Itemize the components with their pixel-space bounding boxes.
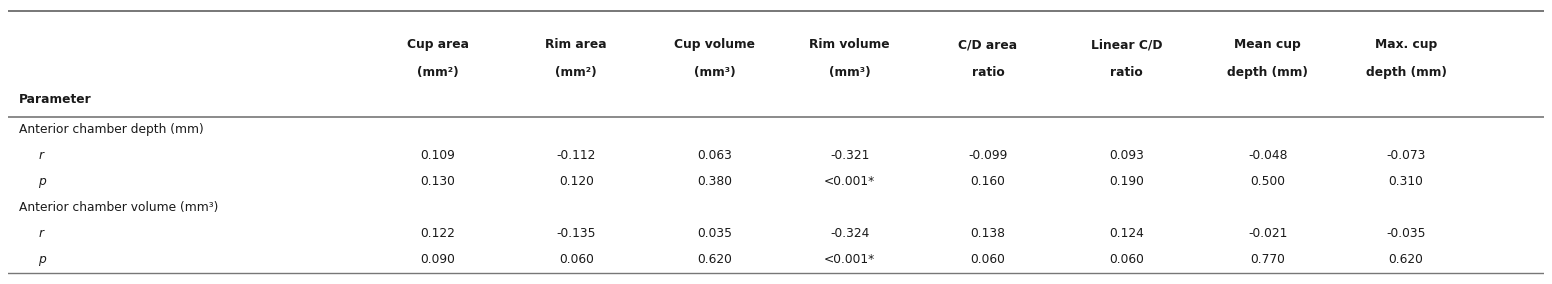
Text: -0.324: -0.324 <box>830 227 869 240</box>
Text: -0.021: -0.021 <box>1248 227 1287 240</box>
Text: C/D area: C/D area <box>959 38 1018 51</box>
Text: 0.620: 0.620 <box>697 253 733 266</box>
Text: (mm²): (mm²) <box>417 66 459 79</box>
Text: 0.190: 0.190 <box>1108 176 1144 188</box>
Text: depth (mm): depth (mm) <box>1366 66 1446 79</box>
Text: 0.124: 0.124 <box>1108 227 1144 240</box>
Text: 0.093: 0.093 <box>1108 149 1144 162</box>
Text: 0.060: 0.060 <box>559 253 594 266</box>
Text: 0.130: 0.130 <box>421 176 455 188</box>
Text: -0.048: -0.048 <box>1248 149 1288 162</box>
Text: Rim area: Rim area <box>545 38 607 51</box>
Text: -0.035: -0.035 <box>1386 227 1426 240</box>
Text: Linear C/D: Linear C/D <box>1091 38 1162 51</box>
Text: <0.001*: <0.001* <box>824 253 875 266</box>
Text: 0.109: 0.109 <box>421 149 455 162</box>
Text: r: r <box>39 227 43 240</box>
Text: -0.099: -0.099 <box>968 149 1007 162</box>
Text: Rim volume: Rim volume <box>810 38 889 51</box>
Text: <0.001*: <0.001* <box>824 176 875 188</box>
Text: 0.770: 0.770 <box>1251 253 1285 266</box>
Text: Anterior chamber depth (mm): Anterior chamber depth (mm) <box>19 124 203 136</box>
Text: (mm³): (mm³) <box>829 66 871 79</box>
Text: 0.620: 0.620 <box>1389 253 1423 266</box>
Text: 0.380: 0.380 <box>697 176 733 188</box>
Text: 0.500: 0.500 <box>1251 176 1285 188</box>
Text: -0.112: -0.112 <box>557 149 596 162</box>
Text: (mm³): (mm³) <box>694 66 736 79</box>
Text: Cup area: Cup area <box>407 38 469 51</box>
Text: Cup volume: Cup volume <box>674 38 754 51</box>
Text: Parameter: Parameter <box>19 93 92 106</box>
Text: 0.122: 0.122 <box>421 227 455 240</box>
Text: (mm²): (mm²) <box>556 66 598 79</box>
Text: Mean cup: Mean cup <box>1234 38 1301 51</box>
Text: 0.138: 0.138 <box>970 227 1006 240</box>
Text: r: r <box>39 149 43 162</box>
Text: -0.073: -0.073 <box>1386 149 1426 162</box>
Text: 0.310: 0.310 <box>1389 176 1423 188</box>
Text: Max. cup: Max. cup <box>1375 38 1437 51</box>
Text: 0.060: 0.060 <box>970 253 1006 266</box>
Text: p: p <box>39 176 47 188</box>
Text: depth (mm): depth (mm) <box>1228 66 1308 79</box>
Text: 0.160: 0.160 <box>970 176 1006 188</box>
Text: 0.060: 0.060 <box>1108 253 1144 266</box>
Text: 0.120: 0.120 <box>559 176 594 188</box>
Text: 0.063: 0.063 <box>697 149 733 162</box>
Text: -0.321: -0.321 <box>830 149 869 162</box>
Text: ratio: ratio <box>972 66 1004 79</box>
Text: p: p <box>39 253 47 266</box>
Text: 0.035: 0.035 <box>697 227 733 240</box>
Text: -0.135: -0.135 <box>557 227 596 240</box>
Text: ratio: ratio <box>1110 66 1142 79</box>
Text: 0.090: 0.090 <box>421 253 455 266</box>
Text: Anterior chamber volume (mm³): Anterior chamber volume (mm³) <box>19 201 217 214</box>
